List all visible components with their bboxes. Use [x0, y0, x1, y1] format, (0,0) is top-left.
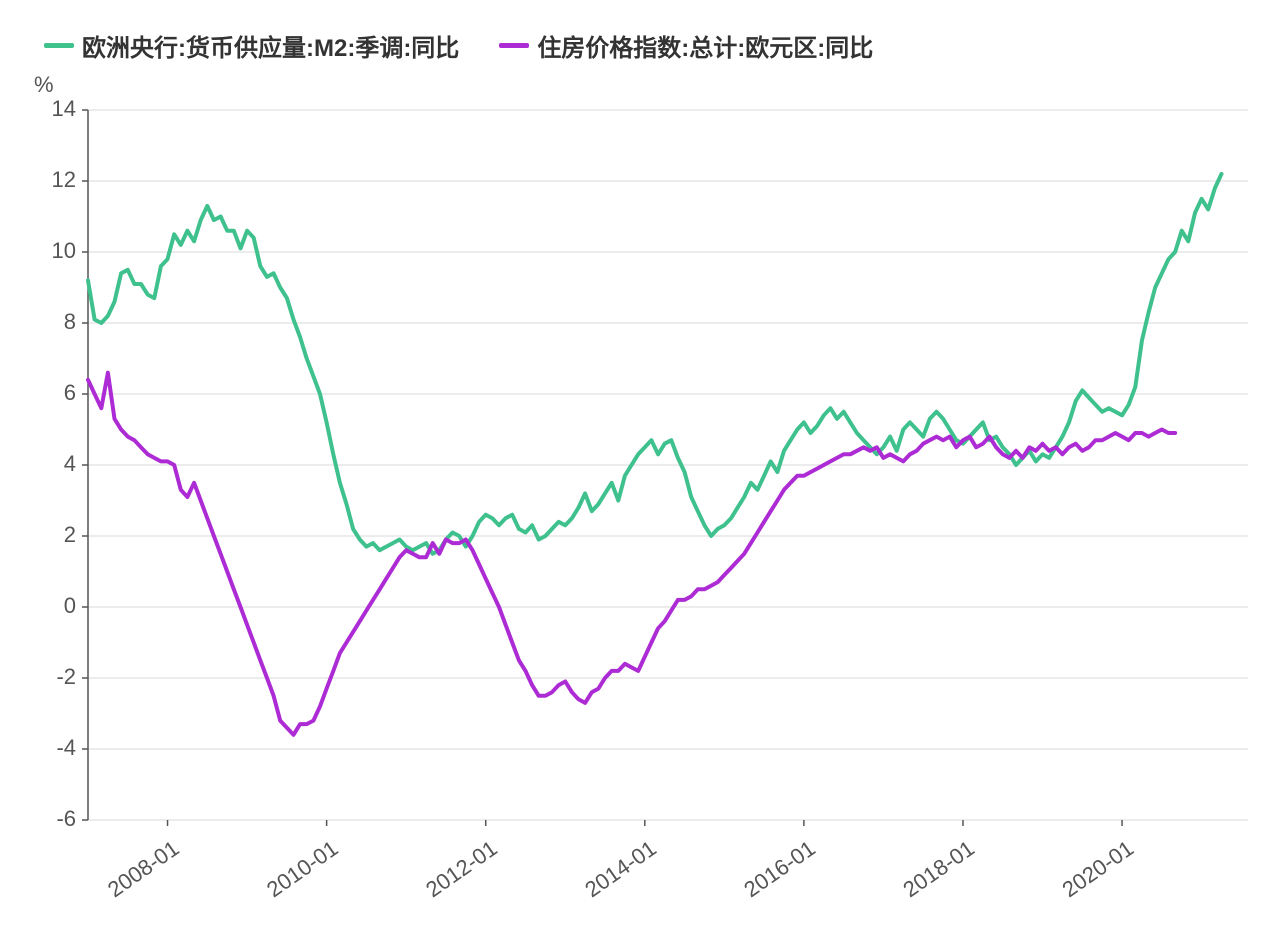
- y-tick-label: 12: [52, 167, 76, 192]
- y-tick-label: 6: [64, 380, 76, 405]
- x-tick-label: 2008-01: [103, 835, 183, 902]
- y-axis-unit: %: [34, 72, 54, 98]
- y-tick-label: 2: [64, 522, 76, 547]
- y-tick-label: 10: [52, 238, 76, 263]
- y-tick-label: 14: [52, 96, 76, 121]
- x-tick-label: 2018-01: [898, 835, 978, 902]
- chart-container: 欧洲央行:货币供应量:M2:季调:同比 住房价格指数:总计:欧元区:同比 % -…: [0, 0, 1269, 952]
- x-tick-label: 2014-01: [580, 835, 660, 902]
- y-tick-label: -2: [56, 664, 76, 689]
- y-tick-label: 8: [64, 309, 76, 334]
- legend: 欧洲央行:货币供应量:M2:季调:同比 住房价格指数:总计:欧元区:同比: [44, 28, 873, 63]
- series-m2: [88, 174, 1222, 554]
- legend-swatch-housing: [499, 43, 529, 48]
- chart-svg: -6 -4 -2 0 2 4 6 8 10 12 14 2008-01 2010-01 2012-01 20…: [0, 0, 1269, 952]
- y-tick-label: -6: [56, 806, 76, 831]
- y-tick-label: -4: [56, 735, 76, 760]
- legend-label-housing: 住房价格指数:总计:欧元区:同比: [537, 28, 873, 63]
- legend-swatch-m2: [44, 43, 74, 48]
- series-housing: [88, 373, 1175, 735]
- x-tick-label: 2010-01: [262, 835, 342, 902]
- y-tick-label: 0: [64, 593, 76, 618]
- x-tick-label: 2016-01: [739, 835, 819, 902]
- legend-label-m2: 欧洲央行:货币供应量:M2:季调:同比: [82, 28, 459, 63]
- x-tick-label: 2012-01: [421, 835, 501, 902]
- y-tick-label: 4: [64, 451, 76, 476]
- legend-item-housing: 住房价格指数:总计:欧元区:同比: [499, 28, 873, 63]
- legend-item-m2: 欧洲央行:货币供应量:M2:季调:同比: [44, 28, 459, 63]
- x-tick-label: 2020-01: [1058, 835, 1138, 902]
